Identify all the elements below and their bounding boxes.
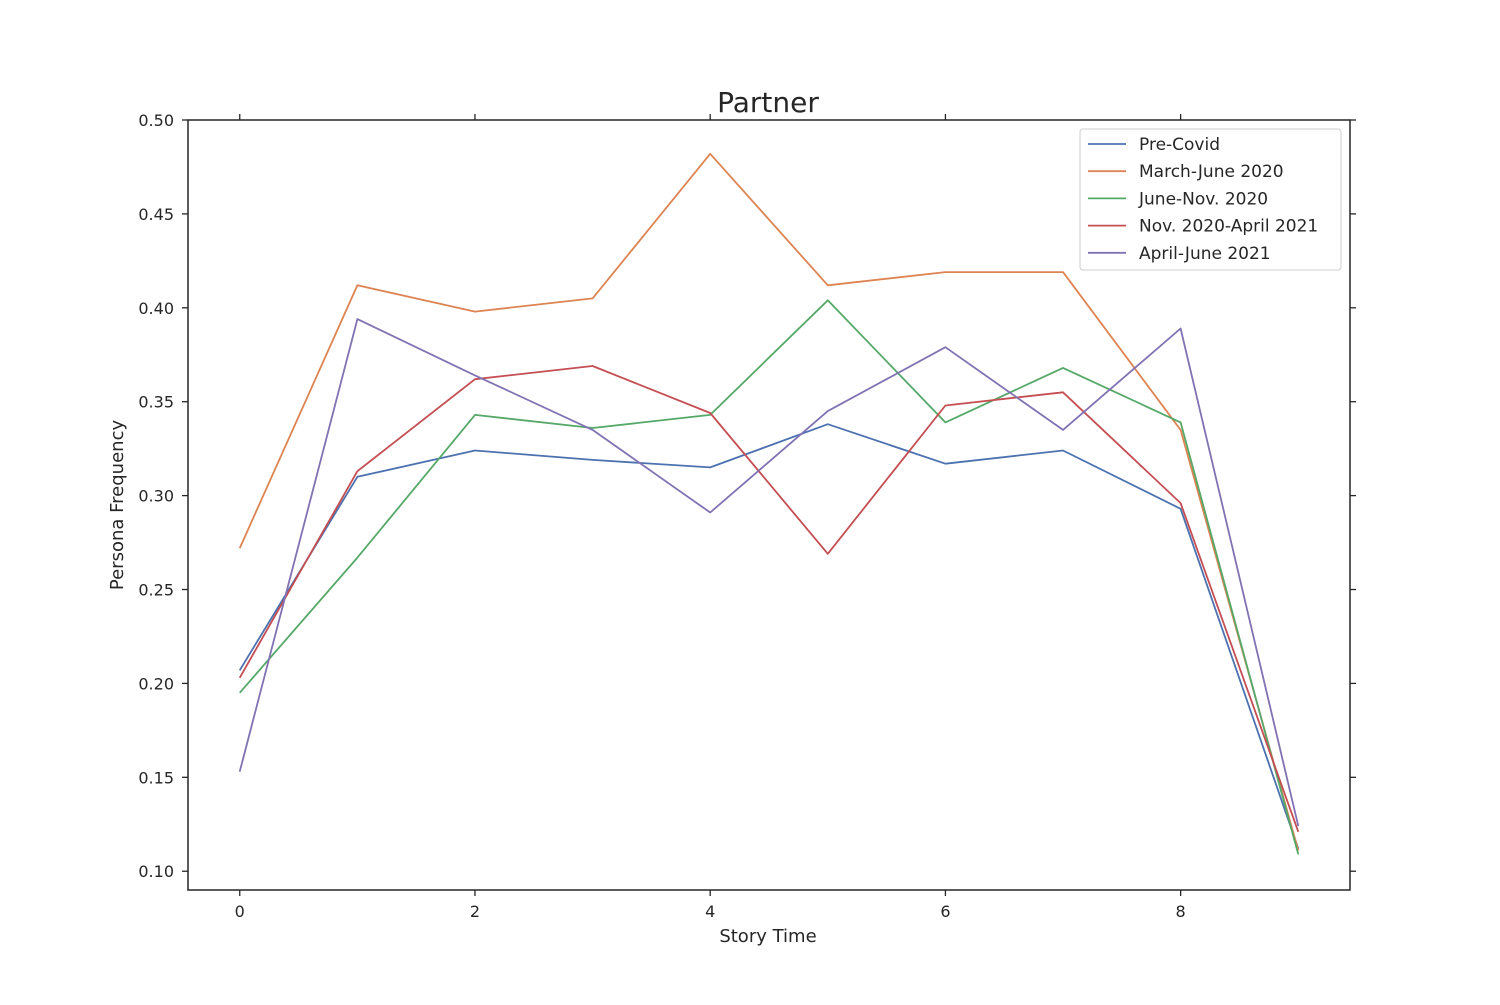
y-tick-label: 0.15: [138, 768, 174, 787]
y-axis-title: Persona Frequency: [107, 420, 128, 591]
y-tick-label: 0.20: [138, 674, 174, 693]
y-tick-label: 0.30: [138, 487, 174, 506]
legend-entry-label: Pre-Covid: [1139, 135, 1220, 155]
legend-entry-label: March-June 2020: [1139, 162, 1284, 182]
series-line-june-nov-2020: [239, 299, 1300, 855]
y-tick-label: 0.45: [138, 205, 174, 224]
chart-title: Partner: [717, 86, 819, 119]
y-tick-label: 0.50: [138, 111, 174, 130]
y-tick-label: 0.10: [138, 862, 174, 881]
x-tick-label: 0: [235, 902, 245, 921]
series-line-pre-covid: [238, 423, 1300, 849]
x-axis-title: Story Time: [719, 926, 816, 947]
legend-box: [1079, 128, 1342, 271]
series-line-nov-2020-april-2021: [238, 365, 1300, 833]
legend: Pre-Covid March-June 2020 June-Nov. 2020 No…: [1079, 128, 1342, 271]
plot-frame: [187, 119, 1351, 891]
x-tick-label: 4: [705, 902, 715, 921]
y-tick-label: 0.25: [138, 581, 174, 600]
axis-ticks: 0 2 4 6 8 0.10 0.15 0.20 0.25 0.30 0.35 0.40 0.45 0.5…: [138, 111, 1356, 921]
legend-entry-label: April-June 2021: [1139, 244, 1271, 264]
x-tick-label: 6: [940, 902, 950, 921]
legend-entry-label: June-Nov. 2020: [1138, 189, 1268, 209]
series-lines: [238, 152, 1300, 855]
series-line-march-june-2020: [238, 152, 1300, 851]
x-tick-label: 2: [470, 902, 480, 921]
x-tick-label: 8: [1176, 902, 1186, 921]
y-tick-label: 0.35: [138, 393, 174, 412]
legend-entry-label: Nov. 2020-April 2021: [1139, 217, 1318, 237]
series-line-april-june-2021: [238, 318, 1300, 827]
y-tick-label: 0.40: [138, 299, 174, 318]
